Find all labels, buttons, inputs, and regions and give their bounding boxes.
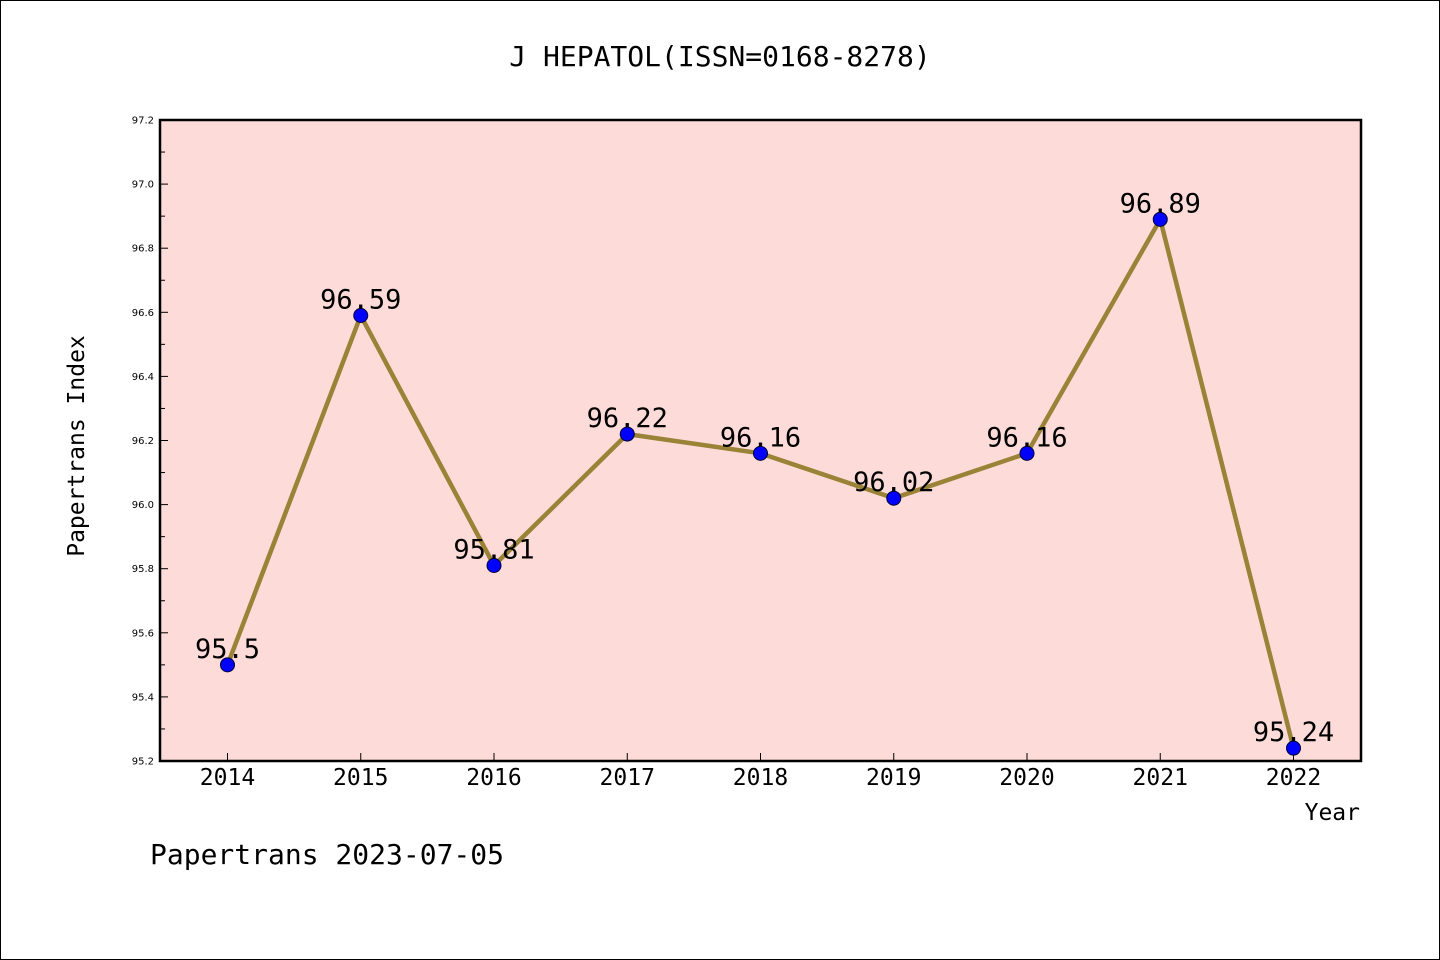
data-markers: [220, 211, 1301, 756]
data-labels: 95.5 96.59 95.81 96.22 96.16 96.02 96.16 96.89 9…: [195, 188, 1334, 748]
data-point: [486, 557, 502, 573]
y-axis-label: Papertrans Index: [64, 335, 90, 557]
data-label: 96.02: [853, 467, 934, 498]
y-tick-label: 95.8: [132, 564, 154, 575]
data-point: [886, 490, 902, 506]
x-tick-label: 2022: [1266, 765, 1321, 791]
x-tick-label: 2017: [600, 765, 655, 791]
y-tick-label: 96.8: [132, 244, 154, 255]
data-label: 96.16: [986, 422, 1067, 453]
y-tick-label: 96.2: [132, 436, 154, 447]
data-label: 96.59: [320, 285, 401, 316]
x-tick-label: 2016: [466, 765, 521, 791]
data-point: [353, 308, 369, 324]
data-point: [1286, 740, 1301, 756]
y-tick-label: 95.4: [132, 692, 154, 703]
data-label: 96.16: [720, 422, 801, 453]
x-tick-label: 2018: [733, 765, 788, 791]
y-tick-label: 97.0: [132, 180, 154, 191]
plot-border: [158, 118, 1363, 763]
data-label: 96.22: [587, 403, 668, 434]
x-axis-ticks: 2014 2015 2016 2017 2018 2019 2020 2021 2022: [200, 753, 1321, 791]
data-label: 95.81: [453, 534, 534, 565]
y-tick-label: 96.6: [132, 308, 154, 319]
x-axis-label: Year: [1305, 800, 1360, 826]
y-tick-label: 97.2: [132, 116, 154, 127]
data-label: 95.5: [195, 634, 260, 665]
data-point: [1019, 445, 1035, 461]
x-tick-label: 2020: [999, 765, 1054, 791]
data-point: [753, 445, 768, 461]
y-tick-label: 95.6: [132, 628, 154, 639]
data-label: 96.89: [1120, 188, 1201, 219]
x-tick-label: 2021: [1133, 765, 1188, 791]
chart-title: J HEPATOL(ISSN=0168-8278): [509, 40, 930, 73]
footer-text: Papertrans 2023-07-05: [150, 838, 504, 871]
data-point: [220, 657, 235, 673]
x-tick-label: 2014: [200, 765, 255, 791]
x-tick-label: 2019: [866, 765, 921, 791]
data-point: [619, 426, 635, 442]
data-label: 95.24: [1253, 717, 1334, 748]
y-tick-label: 96.0: [132, 500, 154, 511]
data-point: [1152, 211, 1168, 227]
y-tick-label: 95.2: [132, 757, 154, 768]
x-tick-label: 2015: [333, 765, 388, 791]
y-tick-label: 96.4: [132, 372, 154, 383]
